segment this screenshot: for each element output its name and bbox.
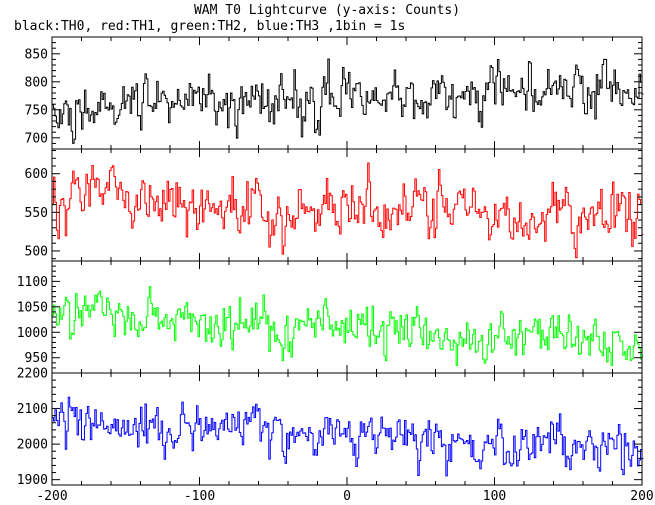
x-tick-label: -100 [184, 489, 215, 504]
y-tick-label: 1900 [17, 473, 48, 488]
y-tick-label: 800 [25, 75, 48, 90]
series-line-th1 [52, 162, 644, 259]
chart-title: WAM T0 Lightcurve (y-axis: Counts) [194, 3, 460, 18]
x-tick-label: -200 [36, 489, 67, 504]
x-tick-label: 100 [483, 489, 506, 504]
y-tick-label: 850 [25, 47, 48, 62]
y-tick-label: 2100 [17, 402, 48, 417]
y-tick-label: 2000 [17, 438, 48, 453]
chart-subtitle: black:TH0, red:TH1, green:TH2, blue:TH3 … [14, 19, 405, 34]
y-tick-label: 700 [25, 131, 48, 146]
plot-panels: 7007508008505005506009501000105011001900… [17, 36, 654, 504]
y-tick-label: 500 [25, 244, 48, 259]
y-tick-label: 750 [25, 103, 48, 118]
series-line-th3 [52, 396, 644, 477]
y-tick-label: 1000 [17, 326, 48, 341]
x-tick-label: 0 [343, 489, 351, 504]
y-tick-label: 1050 [17, 300, 48, 315]
series-line-th0 [52, 58, 644, 144]
y-tick-label: 950 [25, 351, 48, 366]
x-tick-label: 200 [630, 489, 653, 504]
y-tick-label: 550 [25, 206, 48, 221]
y-tick-label: 2200 [17, 367, 48, 382]
y-tick-label: 1100 [17, 275, 48, 290]
y-tick-label: 600 [25, 167, 48, 182]
series-line-th2 [52, 286, 644, 366]
